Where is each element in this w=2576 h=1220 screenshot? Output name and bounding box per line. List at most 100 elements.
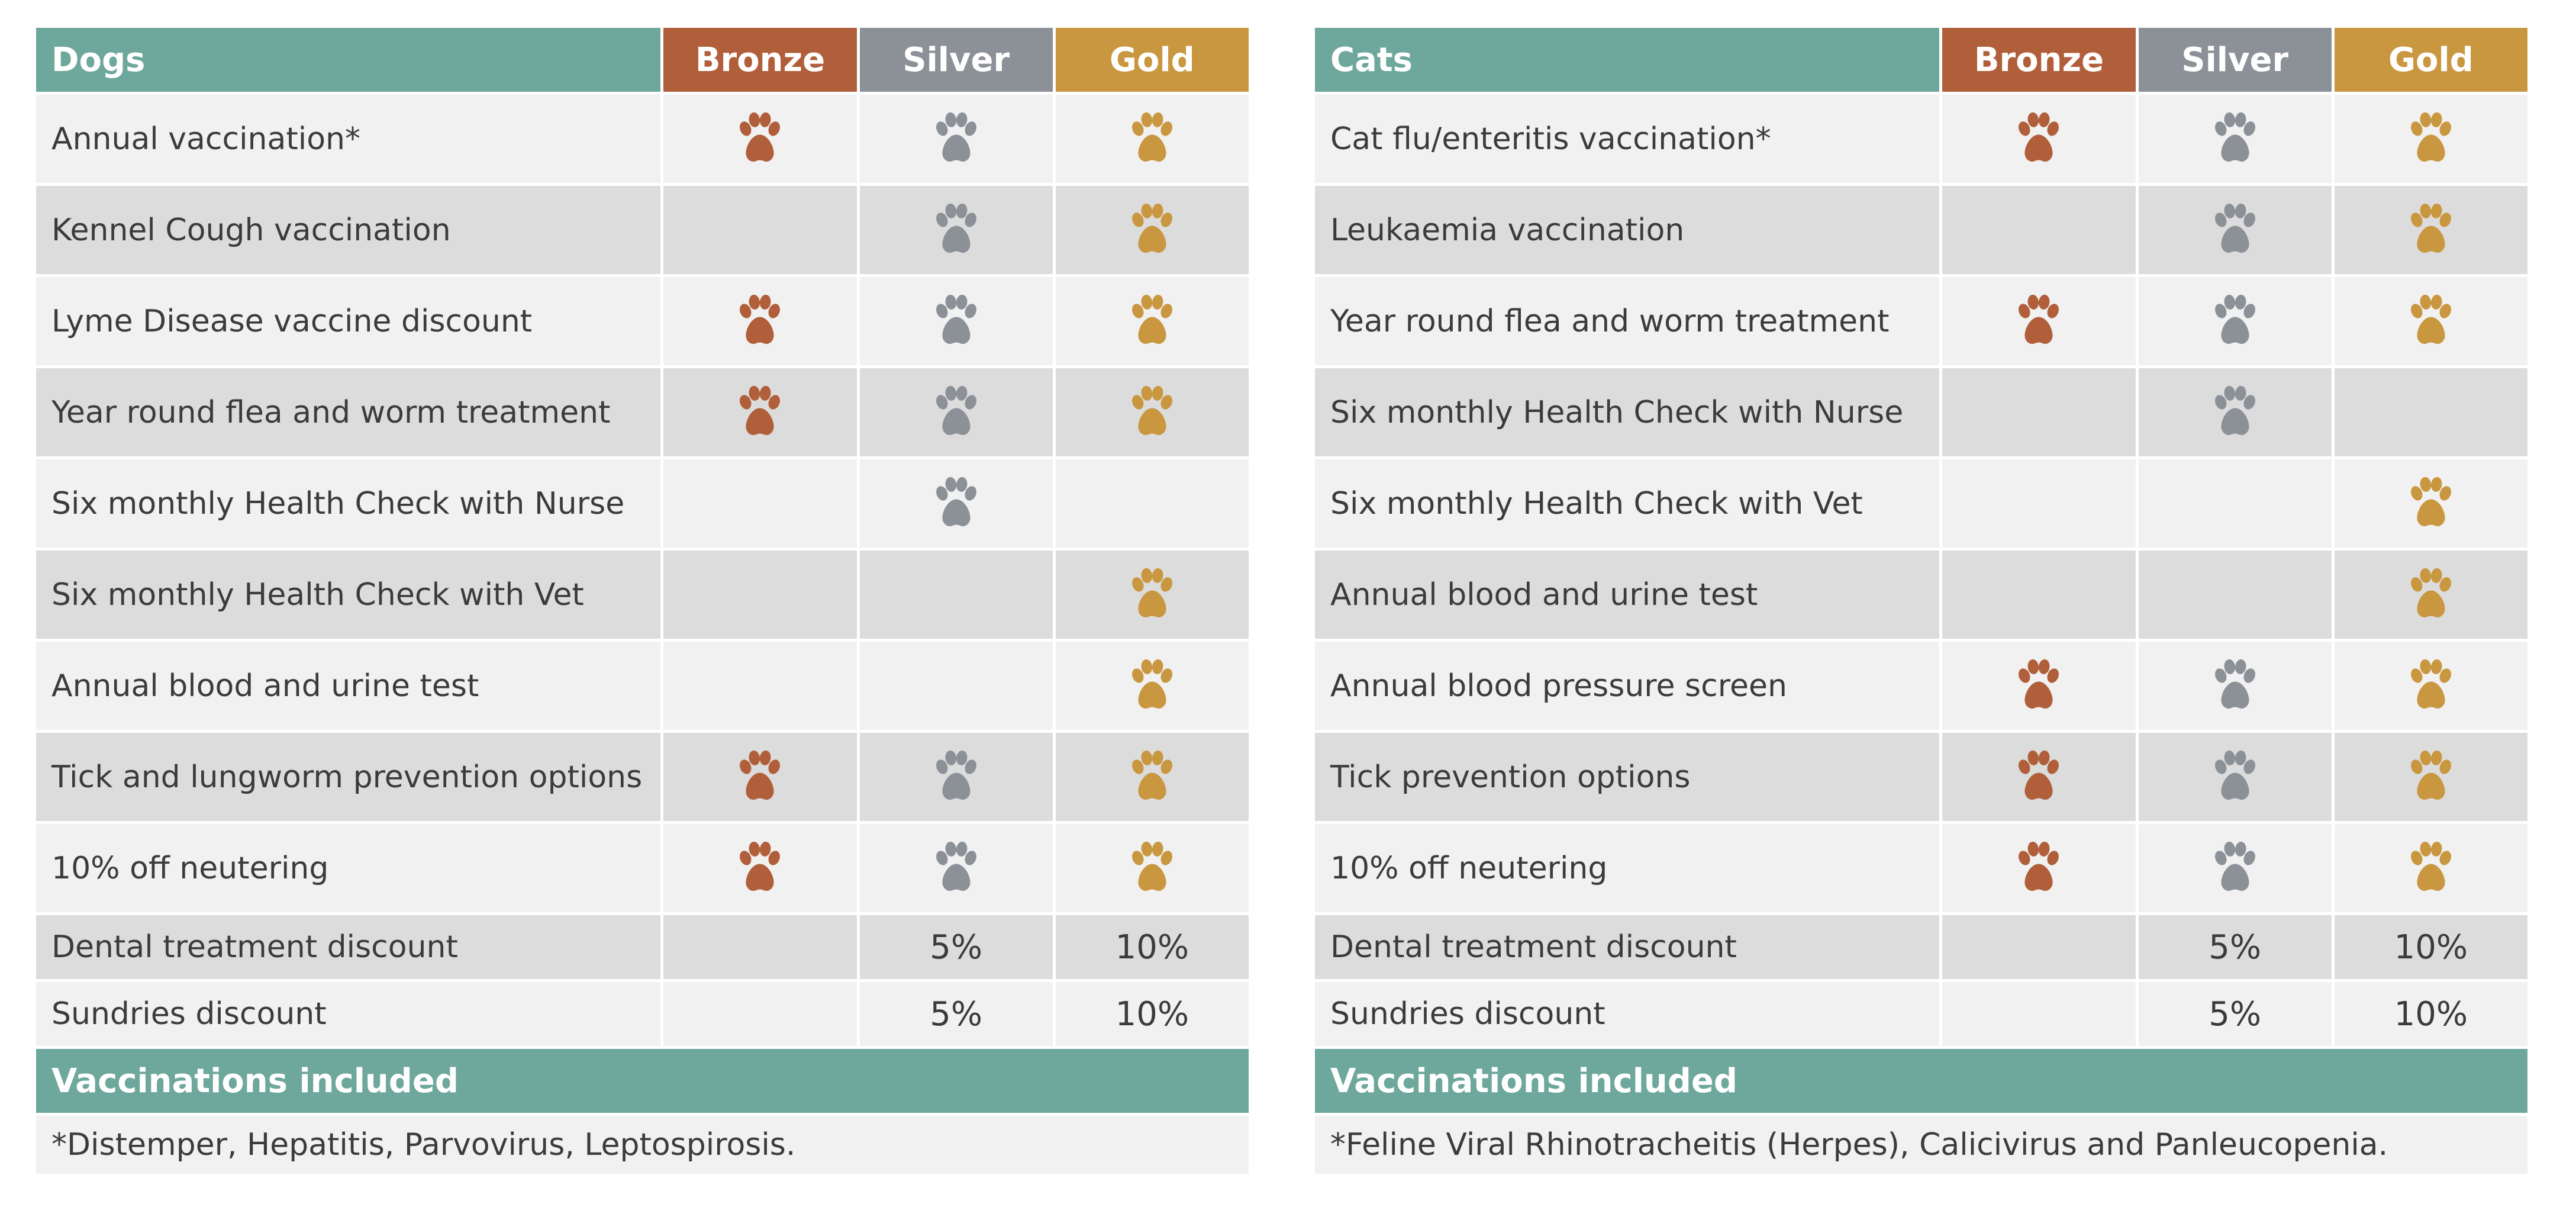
silver-cell [859, 459, 1053, 548]
paw-icon [2014, 112, 2064, 166]
silver-cell [2138, 368, 2332, 456]
gold-cell [2334, 551, 2527, 639]
gold-cell [2334, 459, 2527, 548]
paw-icon [2210, 203, 2260, 257]
paw-icon [2406, 477, 2456, 531]
silver-cell [2138, 642, 2332, 730]
silver-cell [2138, 551, 2332, 639]
bronze-cell [663, 368, 857, 456]
dogs-vaccinations-title: Vaccinations included [36, 1049, 1249, 1113]
bronze-cell [1942, 186, 2136, 274]
dogs-header-row: Dogs Bronze Silver Gold [36, 28, 1249, 92]
silver-cell: 5% [2138, 915, 2332, 979]
paw-icon [931, 841, 981, 896]
paw-icon [735, 294, 785, 349]
bronze-cell [663, 551, 857, 639]
silver-cell [2138, 733, 2332, 821]
paw-icon [2406, 203, 2456, 257]
gold-cell [2334, 733, 2527, 821]
gold-cell: 10% [1055, 915, 1249, 979]
paw-icon [931, 203, 981, 257]
gold-cell [1055, 368, 1249, 456]
gold-cell [1055, 277, 1249, 365]
paw-icon [2210, 750, 2260, 804]
feature-label: Lyme Disease vaccine discount [36, 277, 661, 365]
bronze-cell [1942, 642, 2136, 730]
paw-icon [1127, 294, 1177, 349]
feature-label: Six monthly Health Check with Nurse [36, 459, 661, 548]
paw-icon [735, 750, 785, 804]
bronze-cell [1942, 824, 2136, 912]
paw-icon [2210, 112, 2260, 166]
gold-cell: 10% [2334, 915, 2527, 979]
paw-icon [735, 841, 785, 896]
paw-icon [1127, 841, 1177, 896]
paw-icon [931, 750, 981, 804]
paw-icon [1127, 385, 1177, 440]
dogs-title: Dogs [36, 28, 661, 92]
paw-icon [931, 477, 981, 531]
table-row: Leukaemia vaccination [1315, 186, 2527, 274]
table-row: Year round flea and worm treatment [36, 368, 1249, 456]
table-row: Tick and lungworm prevention options [36, 733, 1249, 821]
gold-cell [1055, 551, 1249, 639]
feature-label: Six monthly Health Check with Vet [36, 551, 661, 639]
paw-icon [1127, 750, 1177, 804]
silver-cell [859, 95, 1053, 183]
table-row: Tick prevention options [1315, 733, 2527, 821]
bronze-cell [1942, 733, 2136, 821]
paw-icon [2406, 750, 2456, 804]
table-row: 10% off neutering [1315, 824, 2527, 912]
feature-label: 10% off neutering [1315, 824, 1940, 912]
table-row: Cat flu/enteritis vaccination* [1315, 95, 2527, 183]
gold-cell: 10% [2334, 982, 2527, 1046]
silver-cell [859, 824, 1053, 912]
paw-icon [2406, 841, 2456, 896]
feature-label: Six monthly Health Check with Nurse [1315, 368, 1940, 456]
paw-icon [2406, 112, 2456, 166]
table-row: Dental treatment discount 5% 10% [1315, 915, 2527, 979]
table-row: 10% off neutering [36, 824, 1249, 912]
silver-tier-header: Silver [2138, 28, 2332, 92]
gold-cell [2334, 368, 2527, 456]
bronze-cell [1942, 368, 2136, 456]
bronze-tier-header: Bronze [663, 28, 857, 92]
gold-cell [2334, 824, 2527, 912]
feature-label: Six monthly Health Check with Vet [1315, 459, 1940, 548]
dogs-plan-table: Dogs Bronze Silver Gold Annual vaccinati… [36, 28, 1249, 1174]
feature-label: Dental treatment discount [1315, 915, 1940, 979]
gold-cell [2334, 95, 2527, 183]
paw-icon [1127, 659, 1177, 713]
gold-cell [2334, 642, 2527, 730]
cats-vaccinations-title: Vaccinations included [1315, 1049, 2527, 1113]
paw-icon [2406, 294, 2456, 349]
table-row: Annual blood pressure screen [1315, 642, 2527, 730]
feature-label: Sundries discount [1315, 982, 1940, 1046]
silver-cell [2138, 186, 2332, 274]
bronze-cell [1942, 915, 2136, 979]
feature-label: Kennel Cough vaccination [36, 186, 661, 274]
paw-icon [931, 112, 981, 166]
cats-feature-rows: Cat flu/enteritis vaccination* Leukaemia … [1315, 95, 2527, 1046]
gold-cell [1055, 733, 1249, 821]
paw-icon [1127, 568, 1177, 622]
cats-plan-table: Cats Bronze Silver Gold Cat flu/enteriti… [1315, 28, 2527, 1174]
table-row: Dental treatment discount 5% 10% [36, 915, 1249, 979]
feature-label: Annual blood and urine test [36, 642, 661, 730]
silver-cell [2138, 277, 2332, 365]
feature-label: Dental treatment discount [36, 915, 661, 979]
table-row: Annual vaccination* [36, 95, 1249, 183]
table-row: Sundries discount 5% 10% [36, 982, 1249, 1046]
silver-cell [2138, 95, 2332, 183]
feature-label: Leukaemia vaccination [1315, 186, 1940, 274]
silver-cell [859, 368, 1053, 456]
silver-cell: 5% [859, 982, 1053, 1046]
paw-icon [735, 112, 785, 166]
silver-cell [859, 186, 1053, 274]
paw-icon [2210, 841, 2260, 896]
bronze-cell [663, 915, 857, 979]
dogs-table: Dogs Bronze Silver Gold Annual vaccinati… [33, 25, 1252, 1177]
table-row: Six monthly Health Check with Nurse [1315, 368, 2527, 456]
table-row: Annual blood and urine test [36, 642, 1249, 730]
gold-tier-header: Gold [2334, 28, 2527, 92]
